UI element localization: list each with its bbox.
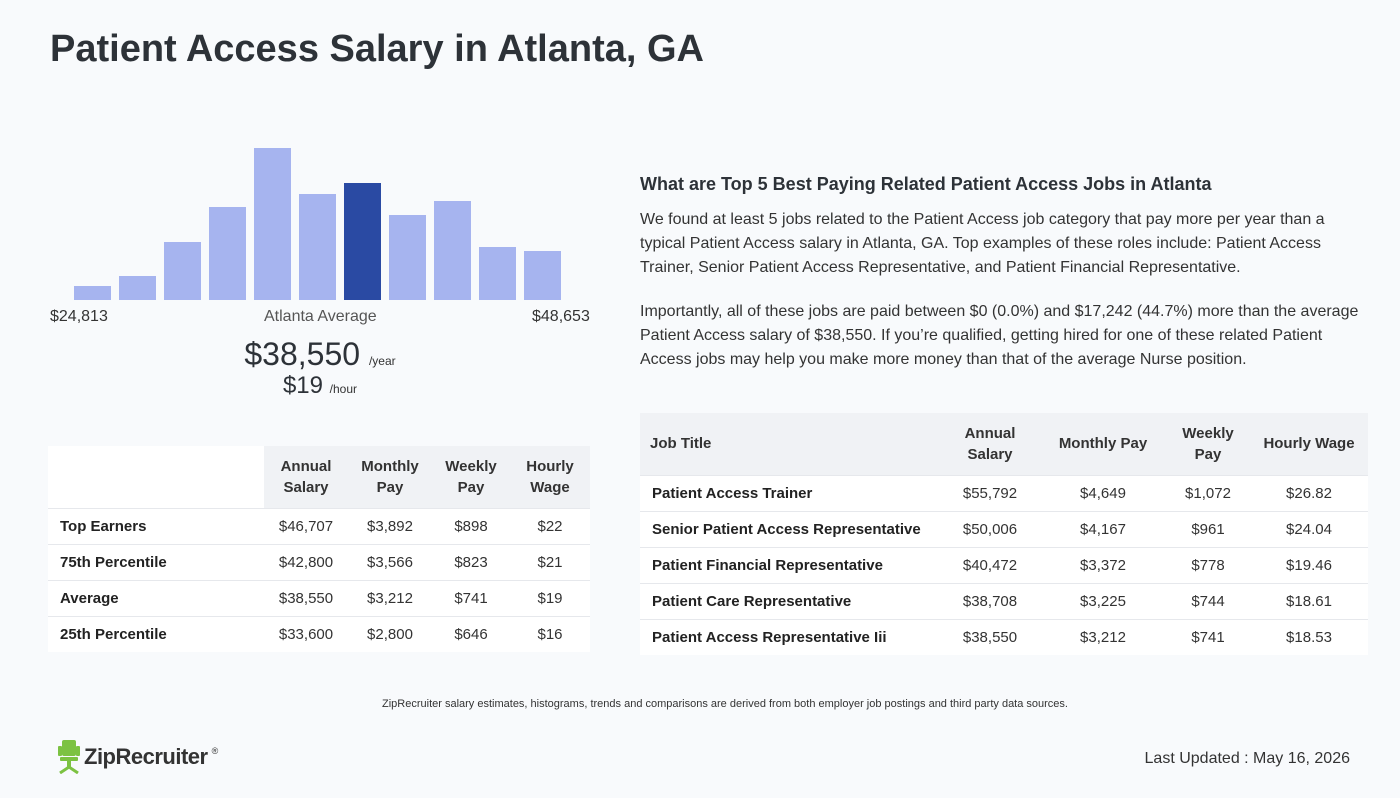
table-cell: $24.04 <box>1250 510 1368 547</box>
table-header-row: Annual Salary Monthly Pay Weekly Pay Hou… <box>48 446 590 508</box>
row-label: Patient Access Representative Iii <box>640 618 940 655</box>
histogram-bar <box>344 183 381 300</box>
table-cell: $38,550 <box>264 579 348 616</box>
table-cell: $21 <box>510 543 590 580</box>
salary-histogram <box>50 140 590 300</box>
row-label: Senior Patient Access Representative <box>640 510 940 547</box>
row-label: 75th Percentile <box>48 543 264 580</box>
table-cell: $55,792 <box>940 474 1040 511</box>
table-header: Weekly Pay <box>432 446 510 508</box>
page-title: Patient Access Salary in Atlanta, GA <box>50 28 704 70</box>
percentile-table: Annual Salary Monthly Pay Weekly Pay Hou… <box>48 446 590 652</box>
table-row: Average $38,550 $3,212 $741 $19 <box>48 579 590 616</box>
chair-icon <box>58 740 80 774</box>
hourly-wage: $19 /hour <box>0 372 640 400</box>
histogram-bar <box>434 201 471 300</box>
related-jobs-table: Job Title Annual Salary Monthly Pay Week… <box>640 413 1368 655</box>
table-cell: $3,212 <box>348 579 432 616</box>
disclaimer: ZipRecruiter salary estimates, histogram… <box>382 698 1068 710</box>
table-row: 75th Percentile $42,800 $3,566 $823 $21 <box>48 543 590 580</box>
table-header: Monthly Pay <box>1040 413 1166 475</box>
table-header: Hourly Wage <box>510 446 590 508</box>
histogram-bar <box>524 251 561 300</box>
table-cell: $40,472 <box>940 546 1040 583</box>
table-row: Top Earners $46,707 $3,892 $898 $22 <box>48 507 590 544</box>
table-cell: $18.53 <box>1250 618 1368 655</box>
table-cell: $3,892 <box>348 507 432 544</box>
table-cell: $22 <box>510 507 590 544</box>
table-header: Annual Salary <box>264 446 348 508</box>
annual-salary-value: $38,550 <box>244 336 361 372</box>
table-cell: $646 <box>432 615 510 652</box>
table-cell: $18.61 <box>1250 582 1368 619</box>
histogram-bar <box>299 194 336 300</box>
table-cell: $46,707 <box>264 507 348 544</box>
table-header: Weekly Pay <box>1166 413 1250 475</box>
table-row: Patient Financial Representative $40,472 $… <box>640 546 1368 583</box>
histogram-min-label: $24,813 <box>50 308 108 325</box>
logo-text: ZipRecruiter <box>84 744 208 769</box>
ziprecruiter-logo[interactable]: ZipRecruiter ® <box>58 740 218 774</box>
table-cell: $38,550 <box>940 618 1040 655</box>
table-row: Senior Patient Access Representative $50,… <box>640 510 1368 547</box>
table-cell: $823 <box>432 543 510 580</box>
histogram-bar <box>164 242 201 300</box>
table-cell: $741 <box>432 579 510 616</box>
table-cell: $741 <box>1166 618 1250 655</box>
table-cell: $16 <box>510 615 590 652</box>
row-label: Patient Access Trainer <box>640 474 940 511</box>
table-cell: $4,167 <box>1040 510 1166 547</box>
histogram-bar <box>119 276 156 300</box>
table-cell: $4,649 <box>1040 474 1166 511</box>
histogram-bar <box>479 247 516 300</box>
table-row: Patient Access Trainer $55,792 $4,649 $1,07… <box>640 474 1368 511</box>
table-cell: $3,225 <box>1040 582 1166 619</box>
registered-mark: ® <box>211 746 219 756</box>
table-cell: $19.46 <box>1250 546 1368 583</box>
table-header <box>48 446 264 508</box>
table-cell: $19 <box>510 579 590 616</box>
table-cell: $26.82 <box>1250 474 1368 511</box>
row-label: Top Earners <box>48 507 264 544</box>
row-label: Patient Care Representative <box>640 582 940 619</box>
table-header: Annual Salary <box>940 413 1040 475</box>
table-cell: $50,006 <box>940 510 1040 547</box>
histogram-bar <box>254 148 291 300</box>
hourly-wage-unit: /hour <box>329 382 358 396</box>
row-label: 25th Percentile <box>48 615 264 652</box>
annual-salary-unit: /year <box>368 354 396 368</box>
histogram-bar <box>209 207 246 300</box>
table-cell: $2,800 <box>348 615 432 652</box>
table-header: Job Title <box>640 413 940 475</box>
histogram-max-label: $48,653 <box>532 308 590 325</box>
table-header-row: Job Title Annual Salary Monthly Pay Week… <box>640 413 1368 475</box>
table-cell: $1,072 <box>1166 474 1250 511</box>
related-jobs-paragraph: We found at least 5 jobs related to the … <box>640 211 1325 276</box>
related-jobs-heading: What are Top 5 Best Paying Related Patie… <box>640 174 1212 194</box>
table-row: 25th Percentile $33,600 $2,800 $646 $16 <box>48 615 590 652</box>
table-cell: $33,600 <box>264 615 348 652</box>
table-cell: $778 <box>1166 546 1250 583</box>
last-updated: Last Updated : May 16, 2026 <box>1144 750 1350 767</box>
row-label: Patient Financial Representative <box>640 546 940 583</box>
table-header: Hourly Wage <box>1250 413 1368 475</box>
annual-salary: $38,550 /year <box>0 336 640 373</box>
table-row: Patient Access Representative Iii $38,550… <box>640 618 1368 655</box>
table-cell: $744 <box>1166 582 1250 619</box>
table-cell: $3,566 <box>348 543 432 580</box>
row-label: Average <box>48 579 264 616</box>
table-cell: $3,212 <box>1040 618 1166 655</box>
histogram-bar <box>389 215 426 300</box>
histogram-bar <box>74 286 111 300</box>
hourly-wage-value: $19 <box>282 372 323 399</box>
related-jobs-paragraph: Importantly, all of these jobs are paid … <box>640 303 1359 368</box>
table-cell: $961 <box>1166 510 1250 547</box>
table-row: Patient Care Representative $38,708 $3,225… <box>640 582 1368 619</box>
table-cell: $42,800 <box>264 543 348 580</box>
histogram-average-label: Atlanta Average <box>264 308 377 325</box>
table-cell: $898 <box>432 507 510 544</box>
table-header: Monthly Pay <box>348 446 432 508</box>
table-cell: $3,372 <box>1040 546 1166 583</box>
table-cell: $38,708 <box>940 582 1040 619</box>
